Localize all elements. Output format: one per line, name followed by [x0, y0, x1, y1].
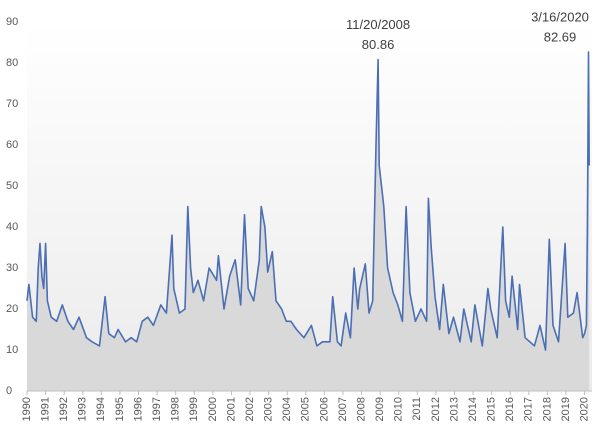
x-tick-label: 2017 — [523, 397, 535, 421]
x-tick-label: 2011 — [411, 397, 423, 421]
x-tick-label: 2008 — [355, 397, 367, 421]
y-tick-label: 20 — [6, 303, 18, 315]
x-tick-label: 2018 — [541, 397, 553, 421]
y-tick-label: 60 — [6, 139, 18, 151]
x-tick-label: 2003 — [263, 397, 275, 421]
annotation-date: 11/20/2008 — [346, 17, 410, 32]
y-tick-label: 30 — [6, 262, 18, 274]
x-tick-label: 2013 — [448, 397, 460, 421]
x-tick-label: 2002 — [244, 397, 256, 421]
x-tick-label: 1999 — [188, 397, 200, 421]
x-tick-label: 2009 — [374, 397, 386, 421]
annotation-value: 82.69 — [544, 29, 577, 44]
x-tick-label: 1992 — [58, 397, 70, 421]
annotation-date: 3/16/2020 — [531, 9, 589, 24]
x-tick-label: 2007 — [337, 397, 349, 421]
y-tick-label: 80 — [6, 57, 18, 69]
x-tick-label: 1995 — [114, 397, 126, 421]
x-tick-label: 2019 — [560, 397, 572, 421]
x-tick-label: 2016 — [504, 397, 516, 421]
x-tick-label: 2006 — [318, 397, 330, 421]
x-tick-label: 2014 — [467, 397, 479, 421]
x-tick-label: 1998 — [170, 397, 182, 421]
y-tick-label: 50 — [6, 180, 18, 192]
x-tick-label: 1991 — [39, 397, 51, 421]
x-tick-label: 1996 — [132, 397, 144, 421]
x-tick-label: 1993 — [77, 397, 89, 421]
x-tick-label: 2004 — [281, 397, 293, 421]
y-tick-label: 90 — [6, 16, 18, 28]
x-tick-label: 1990 — [21, 397, 33, 421]
x-tick-label: 2015 — [486, 397, 498, 421]
x-tick-label: 2005 — [300, 397, 312, 421]
x-tick-label: 2000 — [207, 397, 219, 421]
annotation-value: 80.86 — [362, 37, 395, 52]
line — [26, 51, 590, 351]
y-tick-label: 10 — [6, 344, 18, 356]
x-tick-label: 1997 — [151, 397, 163, 421]
x-tick-label: 2001 — [225, 397, 237, 421]
x-tick-label: 2010 — [393, 397, 405, 421]
y-tick-label: 0 — [6, 385, 12, 397]
y-tick-label: 70 — [6, 98, 18, 110]
x-tick-label: 1994 — [95, 397, 107, 421]
x-tick-label: 2012 — [430, 397, 442, 421]
x-tick-label: 2020 — [578, 397, 590, 421]
y-tick-label: 40 — [6, 221, 18, 233]
